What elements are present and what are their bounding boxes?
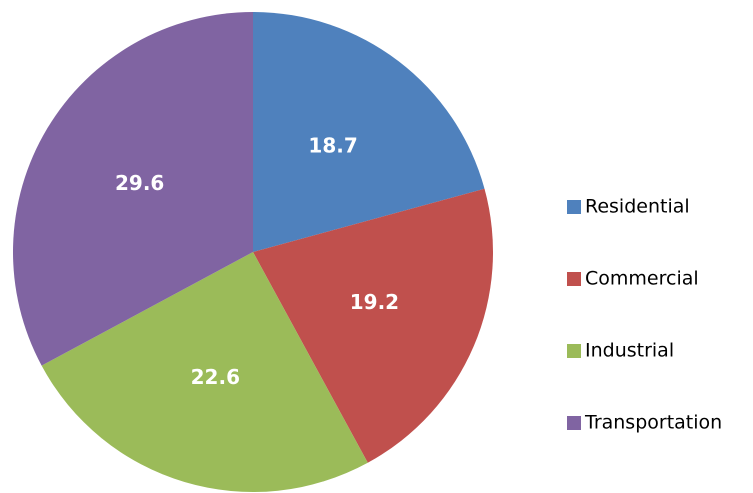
data-label: 18.7 xyxy=(308,134,357,158)
legend-swatch xyxy=(567,416,581,430)
data-label: 22.6 xyxy=(191,365,240,389)
pie-slice xyxy=(12,12,253,366)
legend-label: Commercial xyxy=(585,268,699,290)
legend-swatch xyxy=(567,344,581,358)
pie-slice xyxy=(253,12,485,252)
data-label: 29.6 xyxy=(115,171,164,195)
data-label: 19.2 xyxy=(350,290,399,314)
legend-label: Residential xyxy=(585,196,690,218)
pie-slice xyxy=(253,188,493,463)
pie-slice xyxy=(41,252,368,492)
legend-swatch xyxy=(567,200,581,214)
legend-label: Industrial xyxy=(585,340,674,362)
legend-label: Transportation xyxy=(584,412,722,434)
legend-swatch xyxy=(567,272,581,286)
